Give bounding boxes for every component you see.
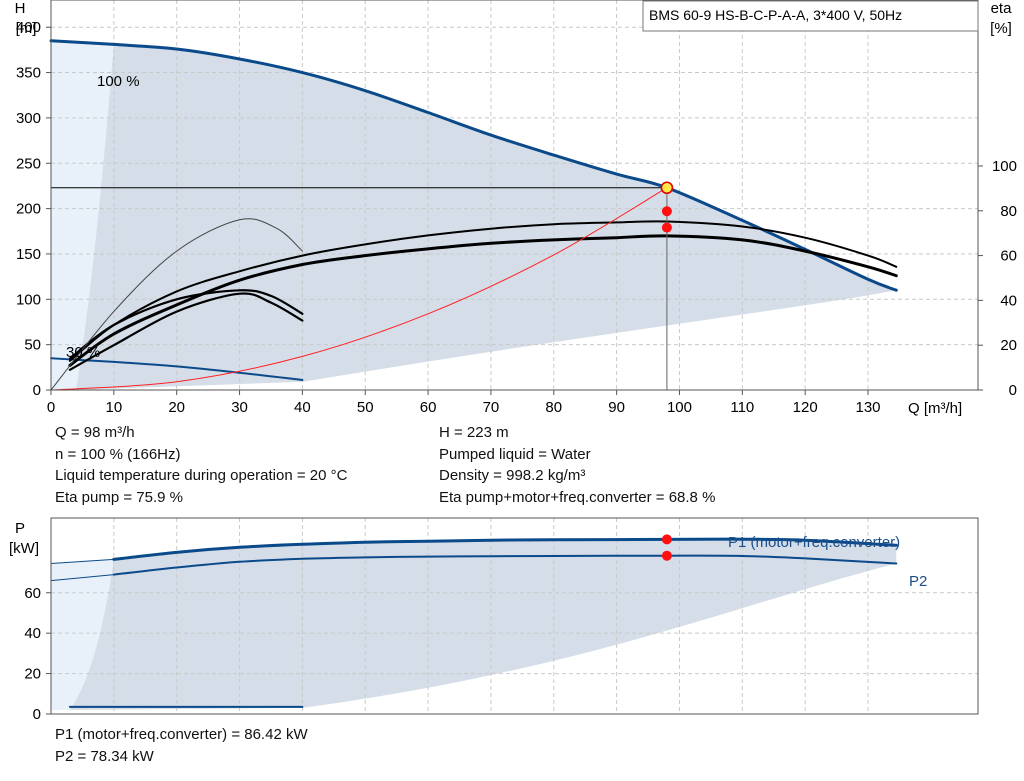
info-block-right: H = 223 m Pumped liquid = Water Density …: [439, 422, 715, 508]
info-temperature: Liquid temperature during operation = 20…: [55, 467, 348, 485]
info-eta-pump: Eta pump = 75.9 %: [55, 488, 183, 506]
power-chart: 0 20 40 60 P [kW] P1 (motor+freq.converter)…: [9, 517, 979, 723]
top-operating-points: [660, 181, 674, 233]
info-density: Density = 998.2 kg/m³: [439, 467, 586, 485]
y-left-tick-label: 50: [24, 337, 41, 354]
bottom-axis-ticks: 0 20 40 60: [24, 585, 51, 723]
power-area-light: [51, 559, 114, 710]
power-extension: [50, 574, 114, 582]
x-tick-label: 60: [420, 399, 437, 416]
info-p2: P2 = 78.34 kW: [55, 747, 154, 765]
operating-area-light: [51, 40, 114, 390]
system-curve-line: [50, 187, 668, 391]
power-y-tick-label: 0: [33, 706, 41, 723]
x-tick-label: 130: [856, 399, 881, 416]
power-area: [69, 539, 897, 710]
y-left-tick-label: 250: [16, 155, 41, 172]
head-100-line: [49, 39, 898, 292]
bottom-series: [50, 537, 898, 708]
y-left-tick-label: 400: [16, 19, 41, 36]
p1-series-label: P1 (motor+freq.converter): [728, 534, 900, 551]
eta-pump-thin-line: [50, 218, 303, 391]
operating-area: [76, 44, 897, 391]
operating-point-head: [660, 181, 674, 195]
power-y-unit: [kW]: [9, 540, 39, 557]
x-tick-label: 50: [357, 399, 374, 416]
power-y-tick-label: 20: [24, 666, 41, 683]
info-p1: P1 (motor+freq.converter) = 86.42 kW: [55, 726, 308, 743]
p1-line: [112, 537, 898, 561]
info-block-left: Q = 98 m³/h n = 100 % (166Hz) Liquid tem…: [55, 422, 347, 508]
p2-line: [112, 554, 898, 576]
x-tick-label: 0: [47, 399, 55, 416]
info-eta-total: Eta pump+motor+freq.converter = 68.8 %: [439, 488, 716, 506]
x-tick-label: 10: [106, 399, 123, 416]
speed-label-30: 30 %: [66, 344, 100, 361]
y-right-tick-label: 40: [1000, 292, 1017, 309]
y-right-label: eta: [991, 0, 1013, 17]
x-tick-label: 20: [168, 399, 185, 416]
operating-point-eta: [661, 222, 672, 233]
operating-point-p2: [661, 550, 672, 561]
y-left-tick-label: 300: [16, 110, 41, 127]
x-axis-label: Q [m³/h]: [908, 400, 962, 417]
y-left-tick-label: 350: [16, 65, 41, 82]
eta-total-line: [68, 234, 898, 367]
y-right-unit: [%]: [990, 20, 1012, 37]
head-efficiency-chart: 0 10 20 30 40 50 60 70 80 90 100 110 120 130 0 50 100 150…: [15, 0, 1017, 417]
info-head: H = 223 m: [439, 424, 509, 441]
chart-title: BMS 60-9 HS-B-C-P-A-A, 3*400 V, 50Hz: [649, 7, 902, 23]
x-tick-label: 110: [730, 399, 754, 416]
operating-point-p1: [661, 534, 672, 545]
x-tick-label: 30: [231, 399, 248, 416]
top-axis-ticks: 0 10 20 30 40 50 60 70 80 90 100 110 120 130 0 50 100 150…: [16, 19, 1017, 416]
speed-label-100: 100 %: [97, 73, 140, 90]
eta-pump-line: [68, 220, 898, 362]
y-right-tick-label: 100: [992, 158, 1017, 175]
y-left-label: H: [15, 0, 26, 17]
eta-pump-30-line: [68, 289, 304, 360]
x-tick-label: 120: [793, 399, 818, 416]
x-tick-label: 90: [608, 399, 625, 416]
y-left-tick-label: 0: [33, 382, 41, 399]
x-tick-label: 70: [483, 399, 500, 416]
y-left-unit: [m]: [16, 20, 37, 37]
y-right-tick-label: 80: [1000, 203, 1017, 220]
x-tick-label: 40: [294, 399, 311, 416]
power-y-tick-label: 60: [24, 585, 41, 602]
power-y-label: P: [15, 520, 25, 537]
info-block-power: P1 (motor+freq.converter) = 86.42 kW P2 …: [55, 724, 308, 767]
head-100-extension: [50, 40, 114, 45]
y-right-tick-label: 60: [1000, 248, 1017, 265]
x-tick-label: 100: [667, 399, 692, 416]
y-left-tick-label: 100: [16, 291, 41, 308]
y-left-tick-label: 150: [16, 246, 41, 263]
info-speed: n = 100 % (166Hz): [55, 445, 181, 463]
power-y-tick-label: 40: [24, 625, 41, 642]
chart-title-box: [642, 0, 979, 32]
top-series: [49, 39, 898, 391]
x-tick-label: 80: [545, 399, 562, 416]
y-right-tick-label: 0: [1009, 382, 1017, 399]
p2-series-label: P2: [909, 573, 927, 590]
power-extension: [50, 558, 114, 564]
eta-total-30-line: [68, 292, 304, 371]
bottom-operating-points: [661, 534, 672, 561]
bottom-plot-frame: [50, 517, 979, 715]
info-liquid: Pumped liquid = Water: [439, 445, 591, 463]
y-right-tick-label: 20: [1000, 337, 1017, 354]
operating-point-eta: [661, 206, 672, 217]
top-plot-frame: [50, 0, 979, 391]
head-30-line: [50, 357, 304, 381]
y-left-tick-label: 200: [16, 201, 41, 218]
info-flow: Q = 98 m³/h: [55, 424, 135, 441]
